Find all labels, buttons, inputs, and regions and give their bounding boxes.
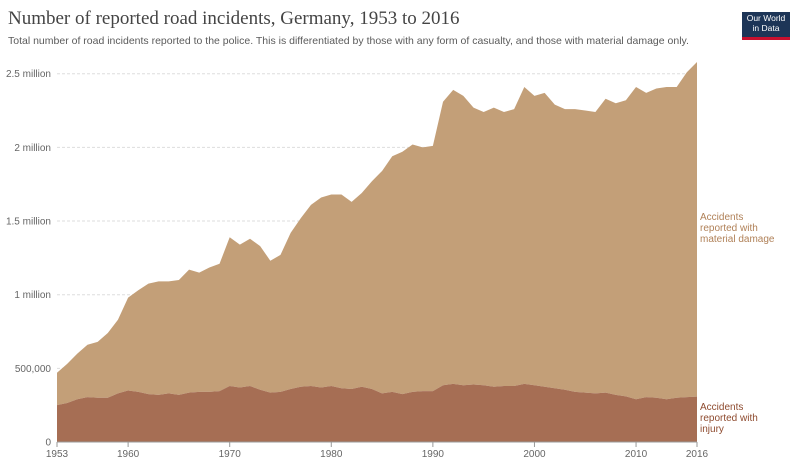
- y-tick-label: 2 million: [14, 143, 51, 154]
- logo-line-1: Our World: [746, 13, 786, 23]
- x-tick-label: 2000: [523, 449, 546, 460]
- x-tick-label: 1980: [320, 449, 343, 460]
- material-damage-series-label-line: Accidents: [700, 212, 743, 223]
- injury-series-label[interactable]: Accidents reported with injury: [700, 402, 758, 435]
- material-damage-series-label[interactable]: Accidents reported with material damage: [700, 212, 775, 245]
- chart-title: Number of reported road incidents, Germa…: [8, 8, 460, 29]
- x-tick-label: 2016: [686, 449, 709, 460]
- chart-areas: [57, 61, 697, 443]
- y-tick-label: 2.5 million: [6, 69, 51, 80]
- series-labels: Accidents reported with material damageAcc…: [700, 212, 775, 435]
- x-axis-ticks: 1953 1960 1970 1980 1990 2000 2010 2016: [46, 442, 709, 460]
- material-damage-area[interactable]: [57, 61, 697, 406]
- injury-series-label-line: Accidents: [700, 402, 743, 413]
- y-tick-label: 0: [45, 438, 51, 449]
- x-tick-label: 1970: [219, 449, 242, 460]
- y-tick-label: 1 million: [14, 290, 51, 301]
- x-tick-label: 1960: [117, 449, 140, 460]
- chart-subtitle: Total number of road incidents reported …: [8, 35, 689, 47]
- y-axis-ticks: 0 500,000 1 million 1.5 million 2 million 2.5…: [6, 69, 51, 448]
- owid-logo[interactable]: Our World in Data: [742, 12, 790, 40]
- injury-area[interactable]: [57, 383, 697, 442]
- injury-series-label-line: reported with: [700, 413, 758, 424]
- injury-series-label-line: injury: [700, 424, 724, 435]
- y-tick-label: 500,000: [15, 364, 52, 375]
- material-damage-series-label-line: material damage: [700, 234, 775, 245]
- x-tick-label: 1990: [422, 449, 445, 460]
- x-tick-label: 1953: [46, 449, 69, 460]
- x-tick-label: 2010: [625, 449, 648, 460]
- material-damage-series-label-line: reported with: [700, 223, 758, 234]
- logo-line-2: in Data: [752, 23, 780, 33]
- y-tick-label: 1.5 million: [6, 217, 51, 228]
